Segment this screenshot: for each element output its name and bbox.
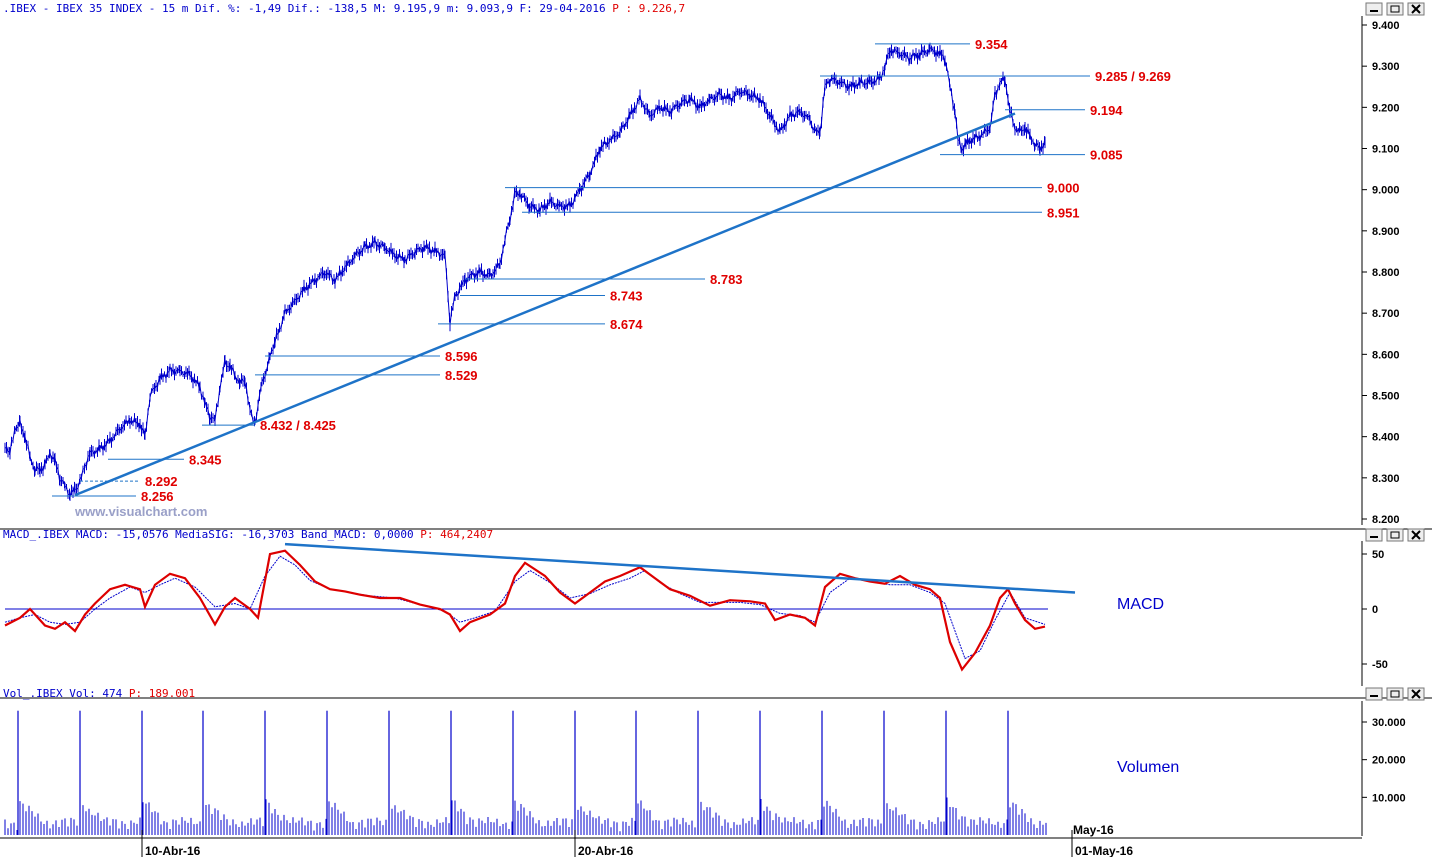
volume-minimize-button[interactable] [1365,687,1383,701]
volume-header: Vol_.IBEX Vol: 474 P: 189.001 [3,687,195,700]
price-line [4,46,1046,498]
price-restore-icon [1390,5,1400,13]
macd-header: MACD_.IBEX MACD: -15,0576 MediaSIG: -16,… [3,528,493,541]
level-label: 9.194 [1090,103,1123,118]
level-label: 8.596 [445,349,478,364]
price-y-tick-label: 8.800 [1372,267,1400,279]
price-y-tick-label: 9.200 [1372,102,1400,114]
level-label: 9.354 [975,37,1008,52]
macd-signal-line [4,555,1046,660]
volume-bars [4,710,1047,835]
price-y-tick-label: 9.400 [1372,20,1400,32]
macd-y-tick-label: 50 [1372,549,1384,561]
level-label: 8.743 [610,288,643,303]
macd-panel [0,541,1362,686]
x-tick-label: 20-Abr-16 [578,844,634,857]
price-y-tick-label: 8.900 [1372,226,1400,238]
price-y-tick-label: 8.500 [1372,391,1400,403]
volume-panel [0,701,1362,836]
volume-restore-button[interactable] [1386,687,1404,701]
watermark-logo: www.visualchart.com [74,504,207,519]
price-close-icon [1411,4,1421,14]
volume-restore-icon [1390,690,1400,698]
level-label: 9.085 [1090,148,1123,163]
price-y-tick-label: 9.000 [1372,185,1400,197]
macd-panel-title: MACD [1117,596,1164,613]
level-label: 8.292 [145,474,178,489]
macd-trendline [284,542,1076,594]
price-y-tick-label: 8.300 [1372,473,1400,485]
price-series [4,42,1046,501]
level-label: 8.529 [445,368,478,383]
macd-restore-icon [1390,531,1400,539]
price-y-tick-label: 8.200 [1372,514,1400,526]
level-label: 8.432 / 8.425 [260,418,336,433]
price-header: .IBEX - IBEX 35 INDEX - 15 m Dif. %: -1,… [3,2,685,15]
level-label: 8.783 [710,272,743,287]
macd-window-buttons [1365,528,1425,542]
volume-y-tick-label: 20.000 [1372,755,1406,767]
macd-y-tick-label: 0 [1372,604,1378,616]
macd-y-tick-label: -50 [1372,659,1388,671]
volume-y-tick-label: 30.000 [1372,717,1406,729]
volume-panel-title: Volumen [1117,759,1179,776]
price-y-tick-label: 9.300 [1372,61,1400,73]
price-trendline [74,112,1016,497]
level-label: 8.345 [189,452,222,467]
volume-y-tick-label: 10.000 [1372,792,1406,804]
volume-window-buttons [1365,687,1425,701]
x-tick-label: 10-Abr-16 [145,844,201,857]
volume-close-icon [1411,689,1421,699]
macd-line [4,549,1046,672]
level-label: 8.256 [141,489,174,504]
macd-close-icon [1411,530,1421,540]
x-month-label: May-16 [1073,823,1114,837]
price-panel [0,16,1362,525]
macd-minimize-button[interactable] [1365,528,1383,542]
price-window-buttons [1365,2,1425,16]
level-label: 8.951 [1047,205,1080,220]
price-y-tick-label: 8.600 [1372,349,1400,361]
level-label: 9.000 [1047,181,1080,196]
price-y-tick-label: 8.700 [1372,308,1400,320]
price-restore-button[interactable] [1386,2,1404,16]
price-y-tick-label: 9.100 [1372,144,1400,156]
level-label: 9.285 / 9.269 [1095,69,1171,84]
x-tick-label: 01-May-16 [1075,844,1133,857]
price-y-tick-label: 8.400 [1372,432,1400,444]
macd-restore-button[interactable] [1386,528,1404,542]
price-minimize-button[interactable] [1365,2,1383,16]
level-label: 8.674 [610,317,643,332]
